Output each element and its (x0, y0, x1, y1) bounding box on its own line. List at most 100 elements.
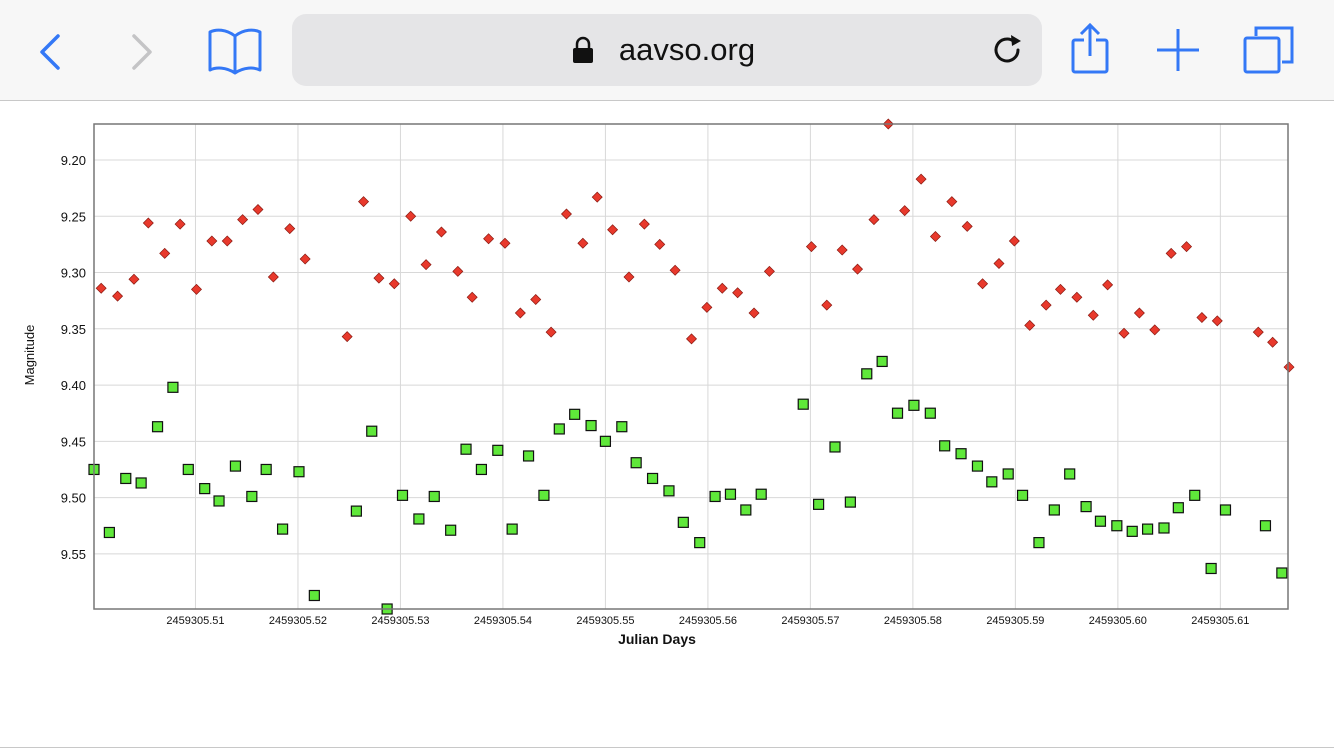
tick-labels: 2459305.51 2459305.52 2459305.53 2459305.54… (61, 153, 1250, 627)
green-square-point (986, 476, 998, 488)
red-diamond-point (1196, 312, 1208, 324)
red-diamond-point (1024, 319, 1036, 331)
green-square-point (585, 419, 597, 432)
red-diamond-point (221, 235, 233, 247)
forward-chevron-icon[interactable] (128, 32, 158, 72)
red-diamond-point (1054, 283, 1066, 295)
green-square-point (812, 498, 825, 510)
red-diamond-point (946, 196, 958, 208)
red-diamond-point (638, 218, 650, 230)
red-diamond-point (716, 282, 728, 294)
green-square-point (308, 589, 320, 602)
y-tick-label: 9.45 (61, 434, 86, 449)
green-square-point (1033, 537, 1045, 549)
green-square-point (246, 490, 258, 503)
red-diamond-point (237, 214, 249, 226)
reload-icon[interactable] (990, 32, 1026, 68)
bookmarks-book-icon[interactable] (206, 26, 264, 76)
green-square-point (553, 423, 565, 435)
red-diamond-point (852, 263, 864, 275)
red-diamond-point (159, 247, 171, 259)
red-diamond-point (1118, 327, 1130, 339)
red-diamond-point (821, 299, 833, 311)
green-square-point (876, 355, 888, 368)
red-diamond-point (452, 265, 464, 277)
red-diamond-point (732, 287, 744, 299)
green-square-point (1094, 515, 1107, 527)
green-square-point (1189, 489, 1201, 501)
red-diamond-point (388, 278, 400, 290)
share-icon[interactable] (1068, 22, 1114, 76)
x-tick-label: 2459305.59 (986, 615, 1044, 627)
red-diamond-point (669, 264, 681, 276)
y-tick-label: 9.25 (61, 209, 86, 224)
red-diamond-point (1008, 235, 1020, 247)
red-diamond-point (284, 223, 296, 235)
lock-icon (573, 36, 593, 63)
red-diamond-point (358, 196, 370, 208)
back-chevron-icon[interactable] (36, 32, 66, 72)
x-tick-label: 2459305.56 (679, 615, 737, 627)
y-tick-label: 9.50 (61, 491, 86, 506)
green-square-point (1126, 525, 1138, 537)
red-diamond-point (1252, 326, 1264, 338)
red-diamond-point (142, 217, 154, 229)
x-tick-label: 2459305.57 (781, 615, 839, 627)
red-diamond-point (112, 290, 124, 302)
green-square-point (538, 489, 550, 501)
tabs-icon[interactable] (1242, 24, 1296, 76)
green-square-point (908, 399, 920, 411)
x-tick-label: 2459305.60 (1089, 615, 1147, 627)
green-square-point (755, 488, 767, 500)
green-square-point (599, 435, 612, 447)
green-square-point (630, 457, 642, 469)
red-diamond-point (128, 273, 140, 285)
green-square-point (396, 489, 409, 501)
red-diamond-point (405, 210, 417, 222)
red-diamond-point (1211, 315, 1223, 327)
x-tick-label: 2459305.52 (269, 615, 327, 627)
red-diamond-point (1102, 279, 1114, 291)
green-square-point (413, 513, 425, 525)
green-square-point (861, 368, 873, 380)
green-square-point (1048, 504, 1060, 516)
red-diamond-point (763, 265, 775, 277)
x-tick-label: 2459305.61 (1191, 615, 1249, 627)
y-tick-label: 9.30 (61, 266, 86, 281)
x-tick-label: 2459305.54 (474, 615, 532, 627)
green-square-point (1158, 522, 1170, 534)
red-diamond-point (1040, 299, 1052, 311)
green-square-point (1205, 562, 1217, 575)
green-square-point (1219, 504, 1232, 516)
green-square-point (475, 463, 488, 476)
green-square-point (924, 407, 936, 419)
new-tab-plus-icon[interactable] (1154, 26, 1202, 74)
red-diamond-point (1149, 324, 1161, 336)
green-square-point (1276, 567, 1288, 579)
green-square-point (135, 477, 147, 489)
green-square-point (569, 408, 581, 420)
red-diamond-point (1267, 336, 1279, 348)
green-square-point (492, 444, 504, 456)
grid (94, 124, 1288, 609)
address-bar[interactable]: aavso.org (292, 14, 1042, 86)
green-square-point (616, 421, 628, 433)
red-diamond-point (252, 204, 264, 216)
green-square-point (428, 490, 440, 503)
red-diamond-point (1165, 247, 1177, 259)
green-square-point (1080, 500, 1092, 513)
red-diamond-point (1087, 309, 1099, 321)
green-square-point (103, 526, 115, 539)
red-diamond-point (420, 259, 432, 271)
red-diamond-point (899, 205, 911, 217)
green-square-point (709, 490, 721, 503)
x-tick-label: 2459305.53 (371, 615, 429, 627)
red-diamond-point (341, 331, 353, 343)
red-diamond-point (654, 238, 666, 250)
red-diamond-point (299, 253, 311, 265)
green-square-point (740, 504, 752, 516)
green-square-point (1141, 523, 1154, 535)
green-square-point (663, 485, 675, 497)
red-diamond-point (607, 224, 619, 236)
red-diamond-point (514, 307, 526, 319)
